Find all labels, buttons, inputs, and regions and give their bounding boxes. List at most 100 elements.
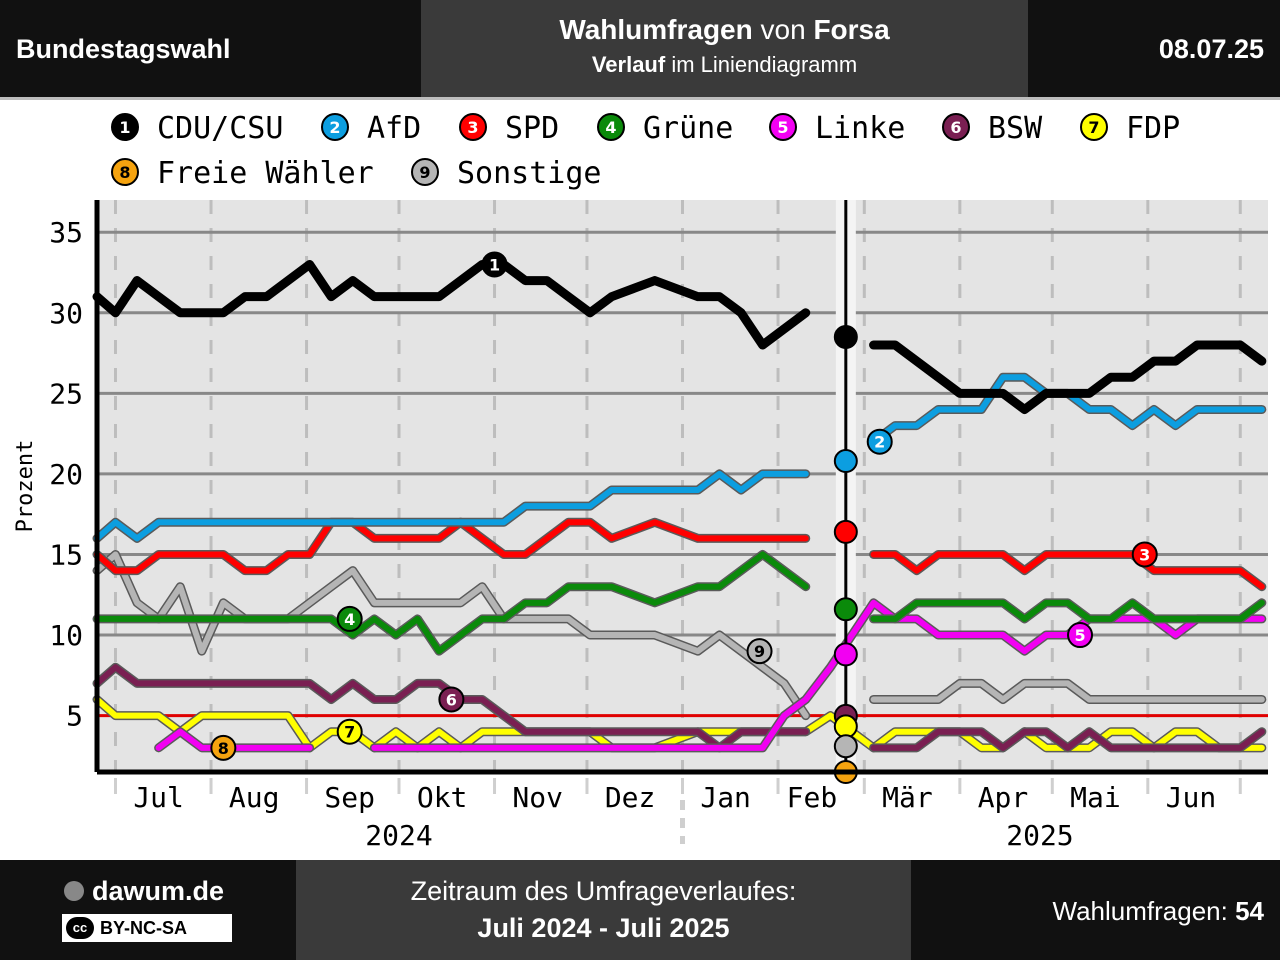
title-part-3: Forsa xyxy=(813,14,890,45)
x-month-label: Mai xyxy=(1070,781,1121,814)
legend-item: 8 Freie Wähler xyxy=(111,156,374,191)
series-marker-number: 2 xyxy=(874,433,885,452)
series-line xyxy=(870,728,1265,751)
legend-item: 2 AfD xyxy=(321,111,421,146)
subtitle-part-1: Verlauf xyxy=(591,52,666,77)
series-line xyxy=(870,680,1265,703)
election-title: Bundestagswahl xyxy=(16,34,231,64)
series-line xyxy=(94,519,809,574)
subtitle-part-2: im Liniendiagramm xyxy=(665,52,858,77)
x-month-label: Mär xyxy=(882,781,933,814)
x-month-label: Jul xyxy=(133,781,184,814)
legend-number: 6 xyxy=(950,118,961,137)
footer-bar: dawum.de cc BY-NC-SA Zeitraum des Umfrage… xyxy=(0,860,1280,960)
legend-label: Sonstige xyxy=(457,156,602,191)
x-month-label: Jan xyxy=(700,781,751,814)
y-tick-label: 25 xyxy=(49,377,83,410)
legend-item: 6 BSW xyxy=(942,111,1043,146)
legend-item: 3 SPD xyxy=(459,111,559,146)
cc-icon: cc xyxy=(66,917,94,939)
legend-label: FDP xyxy=(1126,111,1180,146)
legend-label: AfD xyxy=(367,111,421,146)
series-line xyxy=(94,664,809,751)
series-marker-number: 5 xyxy=(1074,626,1085,645)
legend-label: SPD xyxy=(505,111,559,146)
legend-swatch xyxy=(111,158,139,186)
poll-count: Wahlumfragen: 54 xyxy=(1053,896,1264,927)
license-badge[interactable]: cc BY-NC-SA xyxy=(62,914,232,942)
globe-icon xyxy=(64,880,84,901)
y-tick-label: 10 xyxy=(49,619,83,652)
poll-count-value: 54 xyxy=(1235,896,1264,926)
license-text: BY-NC-SA xyxy=(100,918,188,938)
legend-swatch xyxy=(1080,113,1108,141)
y-tick-label: 20 xyxy=(49,458,83,491)
x-month-label: Apr xyxy=(978,781,1029,814)
y-tick-label: 35 xyxy=(49,216,83,249)
series-marker xyxy=(210,734,237,761)
election-result-dot xyxy=(833,642,858,667)
x-month-label: Aug xyxy=(229,781,280,814)
series-marker-number: 1 xyxy=(489,255,500,274)
legend-number: 2 xyxy=(329,118,340,137)
chart-title-panel: Wahlumfragen von Forsa Verlauf im Linien… xyxy=(421,0,1028,97)
series-marker-number: 3 xyxy=(1139,545,1150,564)
legend-number: 4 xyxy=(605,118,616,137)
y-axis-label: Prozent xyxy=(13,440,38,533)
election-result-dot xyxy=(833,324,858,349)
series-marker-number: 6 xyxy=(446,690,457,709)
legend-swatch xyxy=(459,113,487,141)
series-line xyxy=(870,342,1265,413)
footer-brand: dawum.de cc BY-NC-SA xyxy=(0,860,296,960)
series-line xyxy=(94,470,809,542)
y-tick-label: 30 xyxy=(49,297,83,330)
election-result-dot xyxy=(833,597,858,622)
legend-number: 1 xyxy=(119,118,130,137)
series-marker xyxy=(481,251,508,278)
series-marker xyxy=(336,605,363,632)
series-line xyxy=(94,551,809,719)
series-line xyxy=(94,551,809,655)
series-marker xyxy=(438,686,465,713)
legend-number: 9 xyxy=(419,163,430,182)
legend-label: Freie Wähler xyxy=(157,156,374,191)
x-month-label: Sep xyxy=(324,781,375,814)
series-marker xyxy=(1067,622,1094,649)
legend-number: 7 xyxy=(1088,118,1099,137)
header-bar: Bundestagswahl Wahlumfragen von Forsa Ve… xyxy=(0,0,1280,100)
series-marker xyxy=(336,718,363,745)
chart-date: 08.07.25 xyxy=(1158,34,1264,64)
series-marker-number: 8 xyxy=(218,739,229,758)
chart-subtitle: Verlauf im Liniendiagramm xyxy=(421,52,1028,78)
election-result-dot xyxy=(833,449,858,474)
legend-swatch xyxy=(411,158,439,186)
legend-item: 4 Grüne xyxy=(597,111,733,146)
series-marker-number: 9 xyxy=(754,642,765,661)
x-month-label: Okt xyxy=(417,781,468,814)
title-part-1: Wahlumfragen xyxy=(559,14,753,45)
title-part-2: von xyxy=(752,14,814,45)
series-marker xyxy=(1131,541,1158,568)
legend-item: 5 Linke xyxy=(769,111,905,146)
series-line xyxy=(94,261,809,349)
legend-label: CDU/CSU xyxy=(157,111,283,146)
legend-label: Linke xyxy=(815,111,905,146)
series-marker-number: 4 xyxy=(344,610,355,629)
legend-swatch xyxy=(769,113,797,141)
period-value: Juli 2024 - Juli 2025 xyxy=(477,913,730,943)
poll-count-label: Wahlumfragen: xyxy=(1052,896,1236,926)
legend-item: 9 Sonstige xyxy=(411,156,602,191)
legend-label: Grüne xyxy=(643,111,733,146)
series-line xyxy=(371,599,1265,751)
x-month-label: Jun xyxy=(1166,781,1217,814)
series-line xyxy=(870,551,1265,590)
series-marker xyxy=(866,428,893,455)
site-link[interactable]: dawum.de xyxy=(64,876,224,907)
x-month-label: Feb xyxy=(787,781,838,814)
chart-title: Wahlumfragen von Forsa xyxy=(421,14,1028,46)
legend-swatch xyxy=(111,113,139,141)
series-marker xyxy=(746,638,773,665)
y-tick-label: 15 xyxy=(49,538,83,571)
legend-label: BSW xyxy=(988,111,1043,146)
